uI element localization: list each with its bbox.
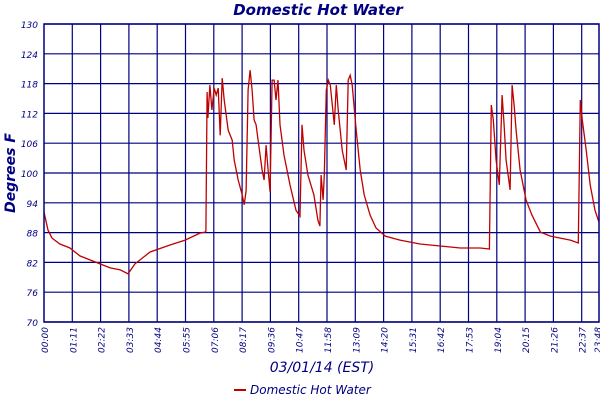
x-tick-label: 17:53 (466, 327, 476, 353)
chart-title: Domestic Hot Water (233, 1, 404, 19)
x-tick-label: 22:37 (579, 327, 589, 353)
grid (44, 23, 599, 323)
y-tick-label: 130 (21, 21, 38, 31)
x-tick-label: 00:00 (41, 327, 51, 353)
x-tick-label: 02:22 (98, 327, 108, 353)
x-tick-label: 05:55 (183, 327, 193, 353)
x-tick-label: 19:04 (494, 327, 504, 353)
x-tick-label: 03:33 (126, 327, 136, 353)
series-layer (43, 70, 600, 275)
y-tick-label: 76 (27, 289, 39, 299)
y-axis-label: Degrees F (3, 133, 19, 213)
legend: Domestic Hot Water (234, 383, 372, 397)
x-tick-label: 11:58 (324, 327, 334, 353)
y-tick-label: 82 (27, 259, 39, 269)
y-tick-label: 88 (27, 230, 39, 240)
x-tick-label: 20:15 (522, 327, 532, 353)
series-line-domestic-hot-water (43, 70, 600, 275)
y-tick-label: 100 (21, 170, 38, 180)
y-tick-label: 112 (21, 110, 38, 120)
x-tick-label: 15:31 (409, 327, 419, 353)
x-tick-label: 23:48 (594, 327, 600, 353)
x-tick-labels: 00:00 01:11 02:22 03:33 04:44 05:55 07:06 08:17… (41, 327, 600, 353)
plot-frame (43, 23, 600, 323)
x-tick-label: 14:20 (381, 327, 391, 353)
x-tick-label: 10:47 (296, 327, 306, 353)
x-tick-label: 21:26 (550, 327, 560, 353)
x-axis-label: 03/01/14 (EST) (270, 360, 375, 376)
y-tick-label: 106 (21, 140, 38, 150)
x-tick-label: 07:06 (211, 327, 221, 353)
x-tick-label: 13:09 (352, 327, 362, 353)
x-tick-label: 09:36 (267, 327, 277, 353)
legend-label: Domestic Hot Water (250, 383, 372, 397)
y-tick-label: 124 (21, 51, 38, 61)
y-tick-labels: 70 76 82 88 94 100 106 112 118 124 130 (21, 21, 38, 329)
x-tick-label: 04:44 (154, 327, 164, 353)
y-tick-label: 118 (21, 81, 38, 91)
y-tick-label: 70 (27, 319, 39, 329)
x-tick-label: 16:42 (437, 327, 447, 353)
x-tick-label: 01:11 (69, 327, 79, 353)
x-tick-label: 08:17 (239, 327, 249, 353)
y-tick-label: 94 (27, 200, 39, 210)
